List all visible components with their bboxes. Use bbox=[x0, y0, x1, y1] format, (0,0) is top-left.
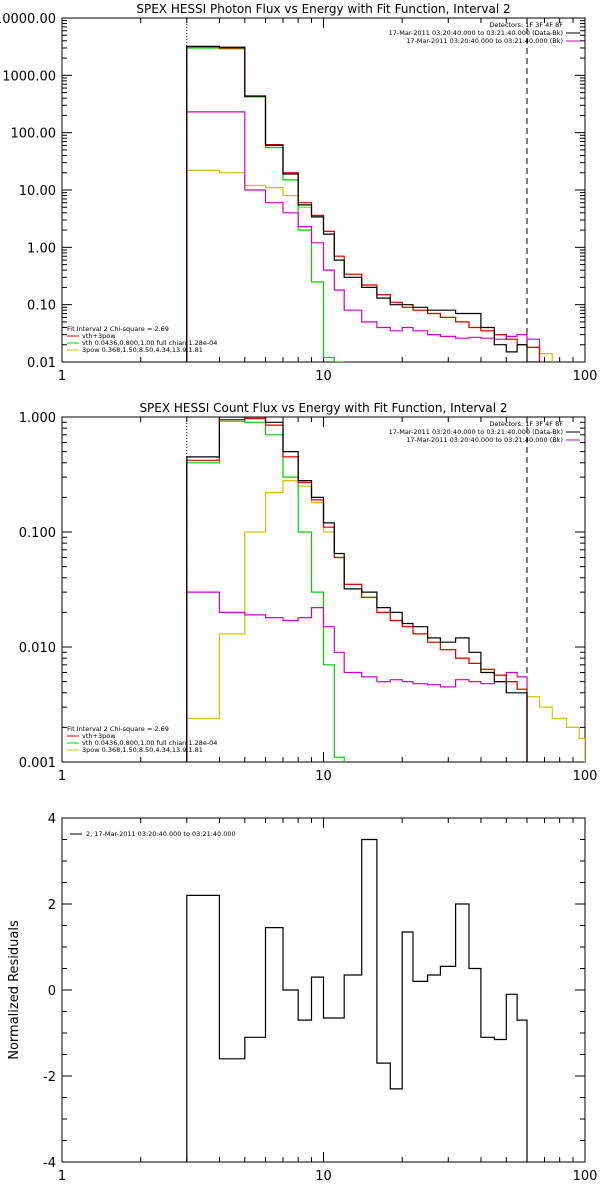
legend-entry: vth+3pow bbox=[82, 332, 116, 340]
y-tick-label: 0.01 bbox=[27, 356, 56, 371]
x-tick-label: 1 bbox=[58, 1169, 66, 1184]
y-tick-label: 1000.00 bbox=[2, 69, 56, 84]
y-tick-label: -2 bbox=[43, 1070, 56, 1085]
chart-panel-3: 1 10 100 -4 -2 0 2 4 Normalized Residuals 2, 17-M… bbox=[7, 812, 597, 1184]
x-tick-label: 100 bbox=[573, 769, 598, 784]
x-tick-label: 1 bbox=[58, 369, 66, 384]
legend-entry: Detectors: 1F 3F 4F 8F bbox=[489, 21, 563, 29]
y-tick-label: 10000.00 bbox=[0, 12, 56, 27]
legend-entry: vth+3pow bbox=[82, 732, 116, 740]
x-tick-label: 10 bbox=[315, 369, 332, 384]
series-line-yellow bbox=[186, 480, 585, 762]
y-axis-label: Normalized Residuals bbox=[7, 920, 22, 1060]
series-line-black bbox=[186, 417, 528, 762]
legend-entry: 17-Mar-2011 03:20:40.000 to 03:21:40.000… bbox=[406, 37, 563, 45]
y-tick-label: 1.000 bbox=[19, 411, 56, 426]
chart-panel-2: SPEX HESSI Count Flux vs Energy with Fit… bbox=[19, 401, 598, 784]
series-line-magenta bbox=[186, 111, 541, 362]
y-tick-label: 2 bbox=[48, 898, 56, 913]
chart-title: SPEX HESSI Count Flux vs Energy with Fit… bbox=[139, 401, 507, 415]
chart-title: SPEX HESSI Photon Flux vs Energy with Fi… bbox=[136, 2, 510, 16]
legend-entry: Fit Interval 2 Chi-square = 2.69 bbox=[67, 325, 169, 333]
y-tick-label: 0.010 bbox=[19, 641, 56, 656]
y-tick-label: 10.00 bbox=[19, 184, 56, 199]
legend-entry: vth 0.0436,0.800,1.00 full chian 1.28e-0… bbox=[82, 339, 217, 347]
series-line-red bbox=[186, 417, 528, 762]
legend-entry: 17-Mar-2011 03:20:40.000 to 03:21:40.000… bbox=[389, 29, 563, 37]
legend-entry: 17-Mar-2011 03:20:40.000 to 03:21:40.000… bbox=[406, 436, 563, 444]
legend-entry: vth 0.0436,0.800,1.00 full chian 1.28e-0… bbox=[82, 739, 217, 747]
x-tick-label: 10 bbox=[315, 769, 332, 784]
data-layer bbox=[186, 45, 553, 362]
legend-entry: 3pow 0.368,1.50,8.50,4.34,13.9,1.81 bbox=[82, 746, 203, 754]
legend-entry: Fit Interval 2 Chi-square = 2.69 bbox=[67, 725, 169, 733]
y-tick-label: 4 bbox=[48, 812, 56, 827]
y-tick-label: 0.100 bbox=[19, 526, 56, 541]
legend-entry: 2, 17-Mar-2011 03:20:40.000 to 03:21:40.… bbox=[86, 830, 236, 838]
y-tick-label: 100.00 bbox=[11, 127, 57, 142]
series-line-black bbox=[186, 838, 528, 1162]
data-layer bbox=[186, 838, 528, 1162]
y-tick-label: -4 bbox=[43, 1156, 56, 1171]
legend-entry: 3pow 0.368,1.50,8.50,4.34,13.9,1.81 bbox=[82, 346, 203, 354]
legend-entry: Detectors: 1F 3F 4F 8F bbox=[489, 420, 563, 428]
chart-panel-1: SPEX HESSI Photon Flux vs Energy with Fi… bbox=[0, 2, 597, 384]
x-tick-label: 10 bbox=[315, 1169, 332, 1184]
x-tick-label: 1 bbox=[58, 769, 66, 784]
x-tick-label: 100 bbox=[573, 369, 598, 384]
y-tick-label: 0.001 bbox=[19, 756, 56, 771]
series-line-green bbox=[186, 420, 345, 762]
series-line-red bbox=[186, 46, 541, 362]
y-tick-label: 0.10 bbox=[27, 299, 56, 314]
series-line-green bbox=[186, 47, 345, 362]
data-layer bbox=[186, 417, 585, 762]
plot-frame bbox=[61, 416, 586, 763]
series-line-black bbox=[186, 45, 540, 362]
series-line-magenta bbox=[186, 591, 528, 762]
x-tick-label: 100 bbox=[573, 1169, 598, 1184]
y-tick-label: 0 bbox=[48, 984, 56, 999]
legend-entry: 17-Mar-2011 03:20:40.000 to 03:21:40.000… bbox=[389, 428, 563, 436]
series-line-yellow bbox=[186, 169, 553, 362]
y-tick-label: 1.00 bbox=[27, 241, 56, 256]
